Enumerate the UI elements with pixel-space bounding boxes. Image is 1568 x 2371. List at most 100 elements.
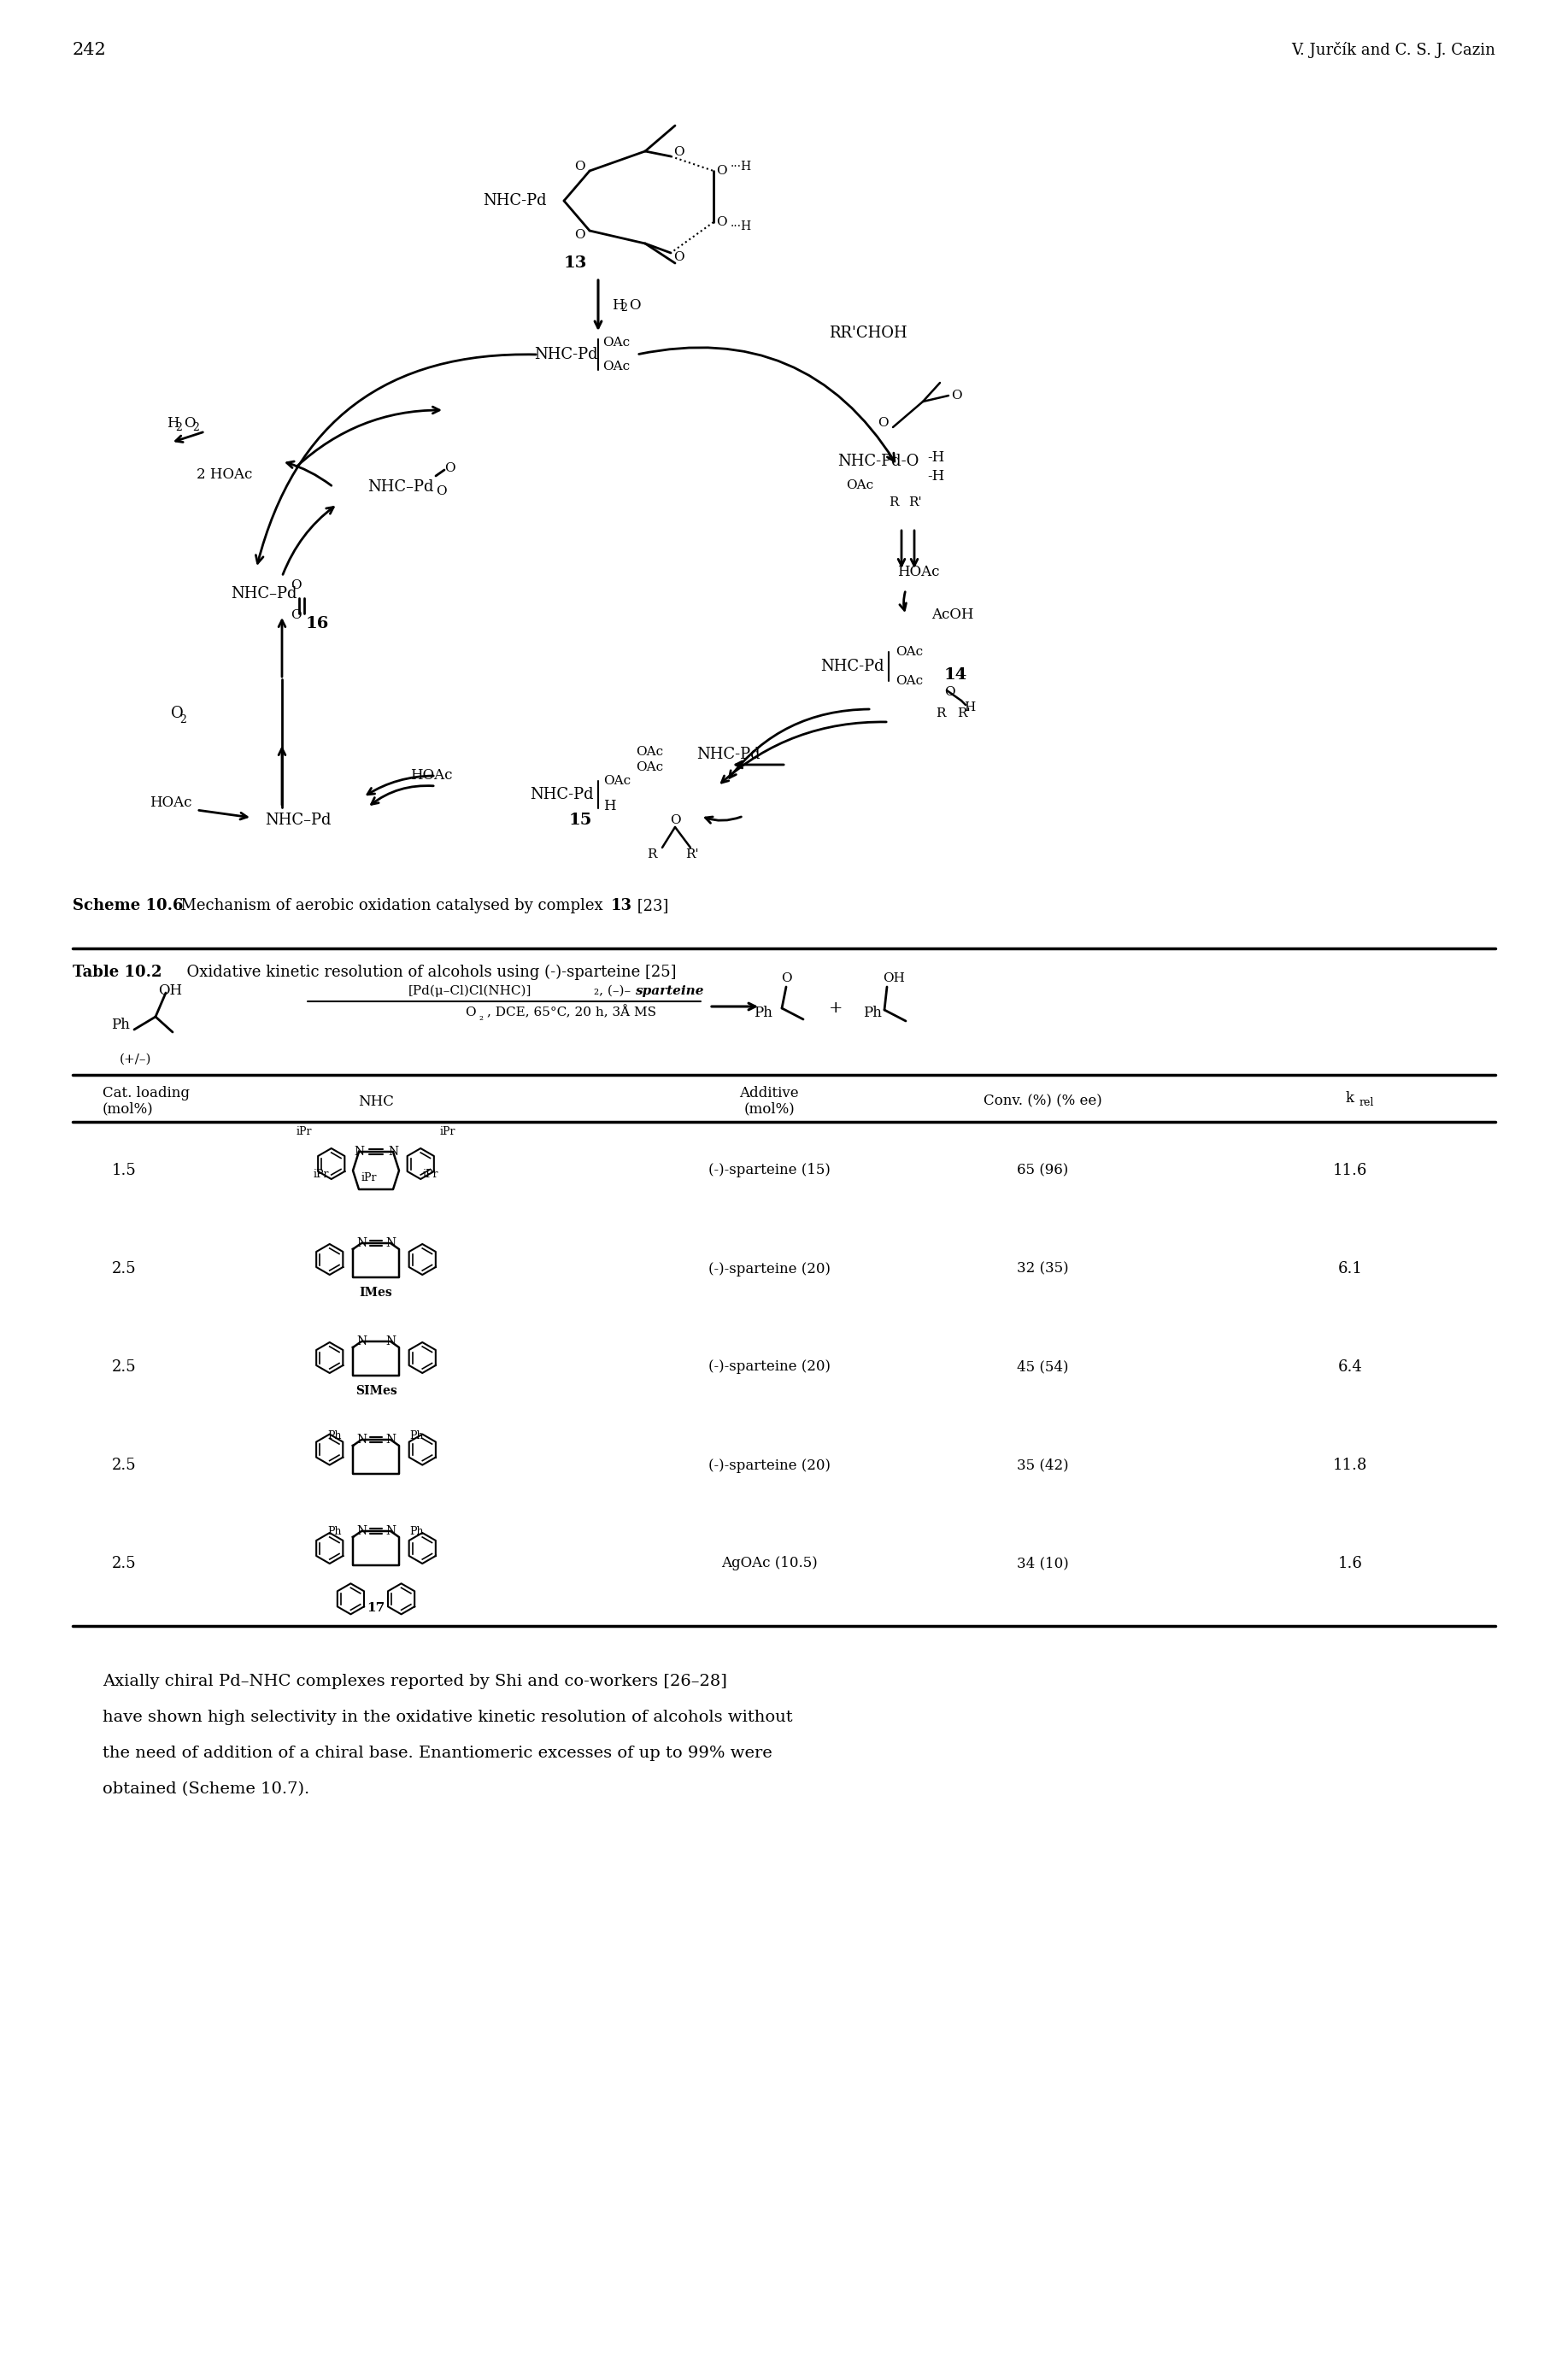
Text: O: O	[670, 813, 681, 825]
Text: 2 HOAc: 2 HOAc	[196, 467, 252, 481]
Text: OAc: OAc	[635, 761, 663, 773]
Text: 16: 16	[306, 616, 329, 631]
Text: N: N	[386, 1238, 395, 1250]
Text: 2.5: 2.5	[111, 1555, 136, 1572]
Text: 2.5: 2.5	[111, 1359, 136, 1375]
Text: AcOH: AcOH	[931, 607, 974, 624]
Text: rel: rel	[1359, 1098, 1374, 1107]
Text: the need of addition of a chiral base. Enantiomeric excesses of up to 99% were: the need of addition of a chiral base. E…	[102, 1745, 773, 1762]
Text: OAc: OAc	[602, 360, 630, 372]
Text: N: N	[387, 1145, 398, 1157]
Text: H: H	[166, 415, 179, 429]
Text: NHC-Pd-O: NHC-Pd-O	[837, 453, 919, 469]
Text: (-)-sparteine (20): (-)-sparteine (20)	[707, 1458, 829, 1472]
Text: Table 10.2: Table 10.2	[72, 965, 162, 979]
Text: Ph: Ph	[409, 1525, 423, 1536]
Text: O: O	[574, 161, 585, 173]
Text: O: O	[673, 251, 684, 263]
Text: OAc: OAc	[895, 645, 924, 657]
Text: N: N	[386, 1335, 395, 1347]
Text: RR'CHOH: RR'CHOH	[829, 325, 908, 341]
Text: (-)-sparteine (20): (-)-sparteine (20)	[707, 1361, 829, 1375]
Text: O: O	[717, 166, 728, 178]
Text: OAc: OAc	[635, 747, 663, 759]
Text: Ph: Ph	[328, 1430, 342, 1442]
Text: obtained (Scheme 10.7).: obtained (Scheme 10.7).	[102, 1781, 309, 1797]
Text: O: O	[781, 972, 792, 984]
Text: (mol%): (mol%)	[743, 1103, 795, 1117]
Text: N: N	[354, 1145, 364, 1157]
Text: 45 (54): 45 (54)	[1016, 1361, 1068, 1375]
Text: 2: 2	[176, 422, 182, 434]
Text: -H: -H	[927, 469, 944, 484]
Text: R': R'	[956, 707, 971, 718]
Text: Ph: Ph	[754, 1005, 773, 1020]
Text: iPr: iPr	[423, 1169, 439, 1181]
Text: H: H	[612, 299, 624, 313]
Text: iPr: iPr	[296, 1126, 312, 1138]
Text: (-)-sparteine (20): (-)-sparteine (20)	[707, 1261, 829, 1276]
Text: V. Jurčík and C. S. J. Cazin: V. Jurčík and C. S. J. Cazin	[1292, 40, 1496, 57]
Text: 2.5: 2.5	[111, 1458, 136, 1472]
Text: NHC-Pd: NHC-Pd	[535, 346, 597, 363]
Text: Ph: Ph	[328, 1525, 342, 1536]
Text: 17: 17	[367, 1603, 386, 1615]
Text: Ph: Ph	[862, 1005, 881, 1020]
Text: Ph: Ph	[409, 1430, 423, 1442]
Text: O: O	[444, 462, 455, 474]
Text: OAc: OAc	[602, 337, 630, 349]
Text: H: H	[964, 702, 975, 714]
Text: -H: -H	[927, 450, 944, 465]
Text: NHC-Pd: NHC-Pd	[483, 192, 547, 209]
Text: NHC-Pd: NHC-Pd	[820, 659, 884, 673]
Text: 2.5: 2.5	[111, 1261, 136, 1276]
Text: NHC-Pd: NHC-Pd	[696, 747, 760, 761]
Text: R: R	[889, 496, 898, 507]
Text: OH: OH	[883, 972, 905, 984]
Text: N: N	[356, 1525, 367, 1536]
Text: 34 (10): 34 (10)	[1016, 1555, 1068, 1572]
Text: O: O	[944, 685, 955, 697]
Text: 13: 13	[564, 256, 588, 270]
Text: 6.4: 6.4	[1338, 1359, 1363, 1375]
Text: O: O	[171, 707, 183, 721]
Text: Conv. (%) (% ee): Conv. (%) (% ee)	[983, 1093, 1102, 1110]
Text: ₂: ₂	[478, 1012, 483, 1024]
Text: 1.6: 1.6	[1338, 1555, 1363, 1572]
Text: +: +	[828, 1001, 842, 1015]
Text: N: N	[386, 1434, 395, 1446]
Text: SIMes: SIMes	[354, 1385, 397, 1397]
Text: 35 (42): 35 (42)	[1016, 1458, 1068, 1472]
Text: 32 (35): 32 (35)	[1016, 1261, 1068, 1276]
Text: ···H: ···H	[731, 221, 753, 232]
Text: NHC–Pd: NHC–Pd	[230, 586, 296, 602]
Text: O: O	[952, 389, 961, 401]
Text: 6.1: 6.1	[1338, 1261, 1363, 1276]
Text: (+/–): (+/–)	[119, 1053, 152, 1065]
Text: O: O	[673, 147, 684, 159]
Text: OAc: OAc	[847, 479, 873, 491]
Text: sparteine: sparteine	[635, 984, 704, 998]
Text: Mechanism of aerobic oxidation catalysed by complex: Mechanism of aerobic oxidation catalysed…	[171, 899, 608, 913]
Text: 65 (96): 65 (96)	[1016, 1164, 1068, 1178]
Text: HOAc: HOAc	[411, 768, 453, 782]
Text: (mol%): (mol%)	[102, 1103, 154, 1117]
Text: NHC–Pd: NHC–Pd	[265, 813, 331, 827]
Text: O: O	[183, 415, 196, 429]
Text: (-)-sparteine (15): (-)-sparteine (15)	[709, 1164, 829, 1178]
Text: N: N	[356, 1434, 367, 1446]
Text: HOAc: HOAc	[897, 564, 939, 581]
Text: O: O	[878, 417, 889, 429]
Text: [Pd(μ–Cl)Cl(NHC)]: [Pd(μ–Cl)Cl(NHC)]	[408, 984, 532, 998]
Text: 14: 14	[944, 666, 967, 683]
Text: O: O	[629, 299, 640, 313]
Text: O: O	[717, 216, 728, 228]
Text: iPr: iPr	[361, 1171, 376, 1183]
Text: NHC-Pd: NHC-Pd	[530, 787, 594, 801]
Text: 13: 13	[612, 899, 632, 913]
Text: iPr: iPr	[441, 1126, 456, 1138]
Text: O: O	[290, 579, 301, 590]
Text: IMes: IMes	[359, 1287, 392, 1299]
Text: iPr: iPr	[314, 1169, 329, 1181]
Text: 11.6: 11.6	[1333, 1162, 1367, 1178]
